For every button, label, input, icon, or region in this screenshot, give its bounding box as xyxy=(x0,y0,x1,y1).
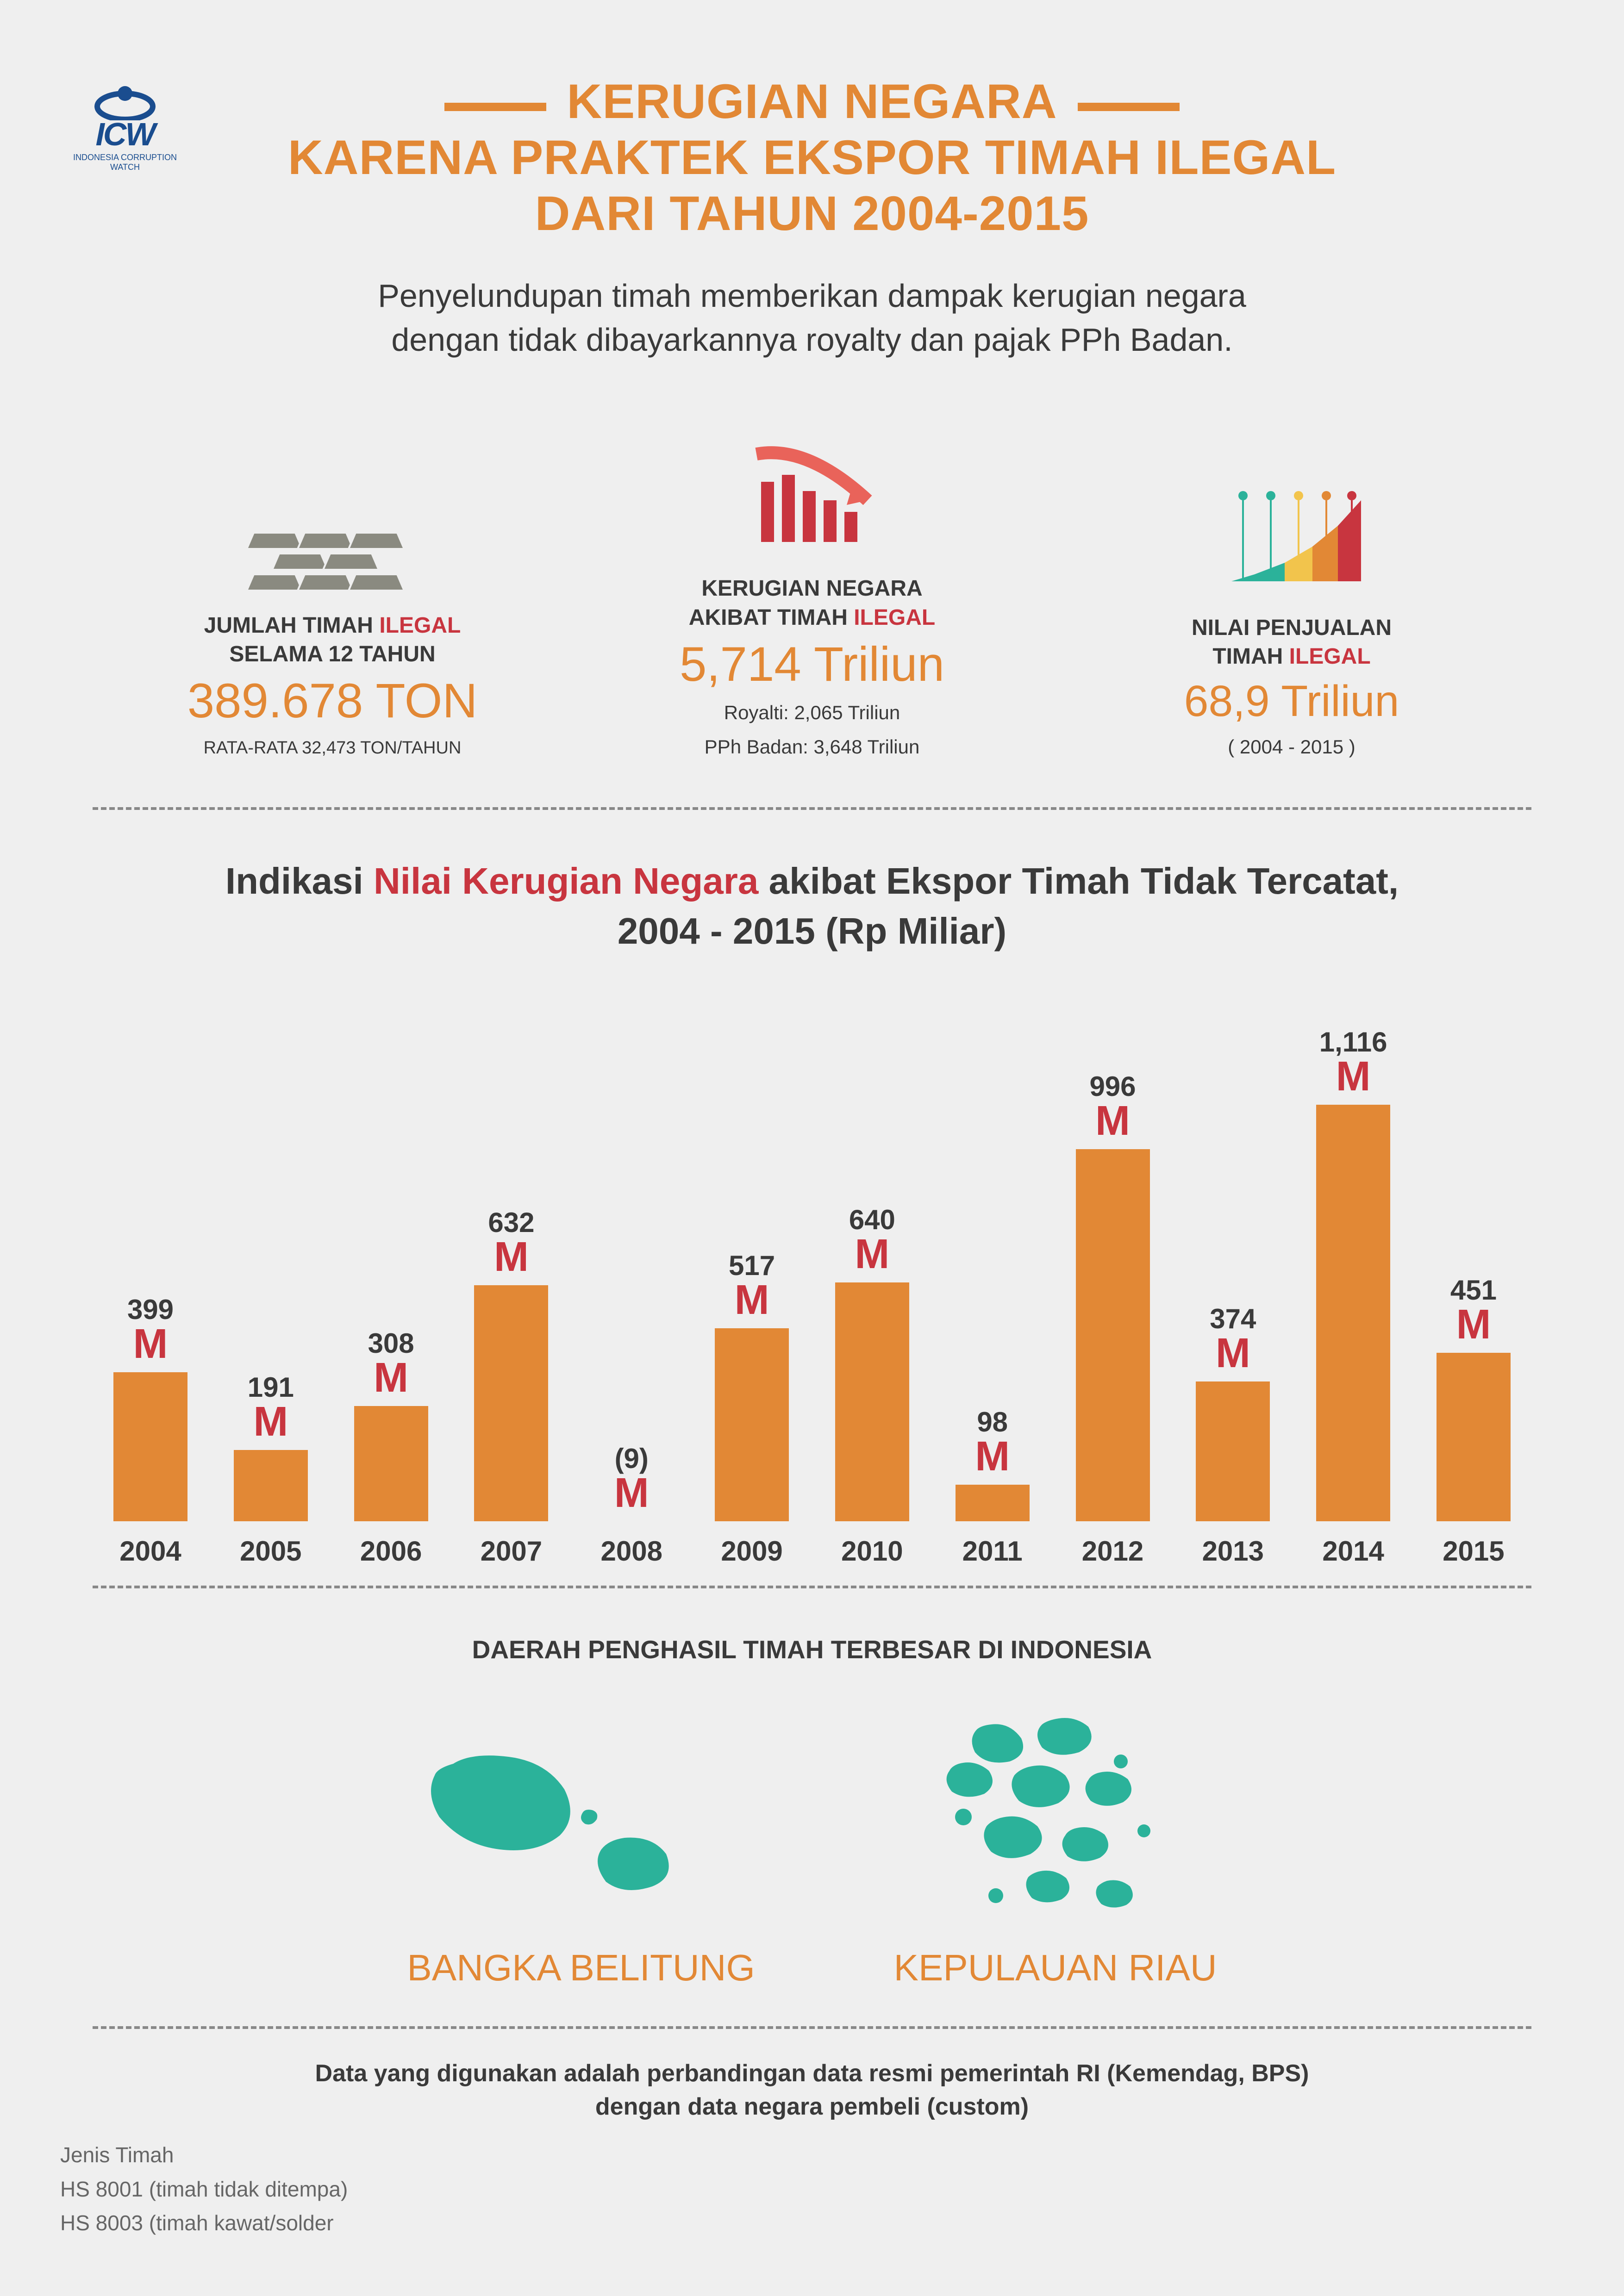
title-line3: DARI TAHUN 2004-2015 xyxy=(93,186,1531,242)
chart-title: Indikasi Nilai Kerugian Negara akibat Ek… xyxy=(93,856,1531,956)
bar-year: 2012 xyxy=(1082,1535,1143,1567)
footer-line1: Jenis Timah xyxy=(60,2138,348,2172)
bar-year: 2007 xyxy=(481,1535,542,1567)
bar-2005: 191M2005 xyxy=(222,1371,319,1567)
bar-m-label: M xyxy=(133,1325,168,1363)
region-riau: KEPULAUAN RIAU xyxy=(894,1701,1217,1989)
bar-year: 2010 xyxy=(841,1535,903,1567)
title-bar-right xyxy=(1078,103,1180,111)
stat-sales-value: 68,9 Triliun xyxy=(1052,676,1531,727)
bar-year: 2011 xyxy=(962,1535,1023,1567)
stat-sales-label: NILAI PENJUALAN TIMAH ILEGAL xyxy=(1052,614,1531,672)
ingot-icon xyxy=(93,463,572,593)
decline-chart-icon xyxy=(572,426,1052,556)
bar-m-label: M xyxy=(1216,1335,1250,1372)
bar-year: 2005 xyxy=(240,1535,301,1567)
logo-subtext: INDONESIA CORRUPTION WATCH xyxy=(60,153,190,172)
region-bangka-name: BANGKA BELITUNG xyxy=(407,1947,755,1989)
bar-m-label: M xyxy=(975,1438,1010,1475)
bar-year: 2014 xyxy=(1322,1535,1384,1567)
stat-sales-foot: ( 2004 - 2015 ) xyxy=(1052,734,1531,761)
page: ICW INDONESIA CORRUPTION WATCH KERUGIAN … xyxy=(0,0,1624,2296)
divider-1 xyxy=(93,807,1531,810)
subtitle-line2: dengan tidak dibayarkannya royalty dan p… xyxy=(93,318,1531,362)
bar-m-label: M xyxy=(735,1282,769,1319)
footer-line2: HS 8001 (timah tidak ditempa) xyxy=(60,2172,348,2207)
bar-rect xyxy=(1316,1105,1390,1521)
bar-2011: 98M2011 xyxy=(944,1406,1041,1567)
bar-rect xyxy=(234,1450,308,1521)
bar-m-label: M xyxy=(374,1359,408,1397)
bar-rect xyxy=(956,1485,1030,1521)
footer-line3: HS 8003 (timah kawat/solder xyxy=(60,2206,348,2240)
bar-rect xyxy=(835,1282,909,1521)
bar-year: 2015 xyxy=(1443,1535,1504,1567)
footnote-line1: Data yang digunakan adalah perbandingan … xyxy=(93,2057,1531,2091)
bar-m-label: M xyxy=(614,1475,649,1512)
divider-2 xyxy=(93,1586,1531,1588)
stat-tonnage-label: JUMLAH TIMAH ILEGAL SELAMA 12 TAHUN xyxy=(93,611,572,669)
bar-2013: 374M2013 xyxy=(1184,1303,1281,1567)
title-bar-left xyxy=(444,103,546,111)
eye-icon xyxy=(93,83,157,120)
bar-chart: 399M2004191M2005308M2006632M2007(9)M2008… xyxy=(93,1012,1531,1567)
footer: Jenis Timah HS 8001 (timah tidak ditempa… xyxy=(60,2138,348,2240)
stat-tonnage: JUMLAH TIMAH ILEGAL SELAMA 12 TAHUN 389.… xyxy=(93,463,572,761)
region-bangka: BANGKA BELITUNG xyxy=(407,1701,755,1989)
riau-map-icon xyxy=(894,1701,1195,1933)
region-riau-name: KEPULAUAN RIAU xyxy=(894,1947,1217,1989)
footnote: Data yang digunakan adalah perbandingan … xyxy=(93,2057,1531,2124)
bar-m-label: M xyxy=(1336,1058,1371,1095)
bar-year: 2013 xyxy=(1202,1535,1264,1567)
footnote-line2: dengan data negara pembeli (custom) xyxy=(93,2090,1531,2124)
subtitle-line1: Penyelundupan timah memberikan dampak ke… xyxy=(93,274,1531,318)
bar-2007: 632M2007 xyxy=(462,1207,560,1567)
bar-m-label: M xyxy=(253,1403,288,1441)
bar-year: 2009 xyxy=(721,1535,782,1567)
divider-3 xyxy=(93,2026,1531,2029)
stat-loss-foot2: PPh Badan: 3,648 Triliun xyxy=(572,734,1052,761)
bar-2008: (9)M2008 xyxy=(583,1443,680,1567)
icw-logo: ICW INDONESIA CORRUPTION WATCH xyxy=(60,83,190,172)
bar-2010: 640M2010 xyxy=(824,1204,921,1567)
stat-tonnage-foot: RATA-RATA 32,473 TON/TAHUN xyxy=(93,736,572,760)
bar-year: 2006 xyxy=(360,1535,422,1567)
bar-2006: 308M2006 xyxy=(343,1327,440,1567)
bar-rect xyxy=(1076,1149,1150,1521)
bangka-map-icon xyxy=(407,1701,708,1933)
bar-2015: 451M2015 xyxy=(1425,1274,1522,1567)
bar-rect xyxy=(1437,1353,1511,1521)
bar-rect xyxy=(474,1285,548,1521)
stat-sales: NILAI PENJUALAN TIMAH ILEGAL 68,9 Triliu… xyxy=(1052,466,1531,761)
bar-m-label: M xyxy=(1456,1306,1491,1344)
title-line1: KERUGIAN NEGARA xyxy=(567,75,1057,129)
stat-loss: KERUGIAN NEGARA AKIBAT TIMAH ILEGAL 5,71… xyxy=(572,426,1052,760)
title-line2: KARENA PRAKTEK EKSPOR TIMAH ILEGAL xyxy=(93,130,1531,186)
bar-m-label: M xyxy=(1095,1102,1130,1140)
subtitle: Penyelundupan timah memberikan dampak ke… xyxy=(93,274,1531,361)
logo-text: ICW xyxy=(60,116,190,153)
bar-rect xyxy=(1196,1381,1270,1521)
regions-title: DAERAH PENGHASIL TIMAH TERBESAR DI INDON… xyxy=(93,1635,1531,1664)
bar-rect xyxy=(715,1328,789,1521)
bar-2009: 517M2009 xyxy=(703,1250,800,1567)
stat-loss-value: 5,714 Triliun xyxy=(572,637,1052,692)
bar-rect xyxy=(113,1372,187,1521)
stat-loss-foot1: Royalti: 2,065 Triliun xyxy=(572,699,1052,727)
stat-tonnage-value: 389.678 TON xyxy=(93,673,572,729)
bar-m-label: M xyxy=(855,1236,889,1273)
growth-chart-icon xyxy=(1052,466,1531,595)
bar-year: 2008 xyxy=(601,1535,662,1567)
stat-loss-label: KERUGIAN NEGARA AKIBAT TIMAH ILEGAL xyxy=(572,574,1052,632)
bar-year: 2004 xyxy=(119,1535,181,1567)
title-block: KERUGIAN NEGARA KARENA PRAKTEK EKSPOR TI… xyxy=(93,74,1531,242)
stats-row: JUMLAH TIMAH ILEGAL SELAMA 12 TAHUN 389.… xyxy=(93,426,1531,760)
bar-2004: 399M2004 xyxy=(102,1294,199,1567)
bar-rect xyxy=(354,1406,428,1521)
bar-m-label: M xyxy=(494,1238,529,1276)
regions-row: BANGKA BELITUNG xyxy=(93,1701,1531,1989)
bar-2014: 1,116M2014 xyxy=(1305,1026,1402,1567)
bar-2012: 996M2012 xyxy=(1064,1070,1162,1567)
